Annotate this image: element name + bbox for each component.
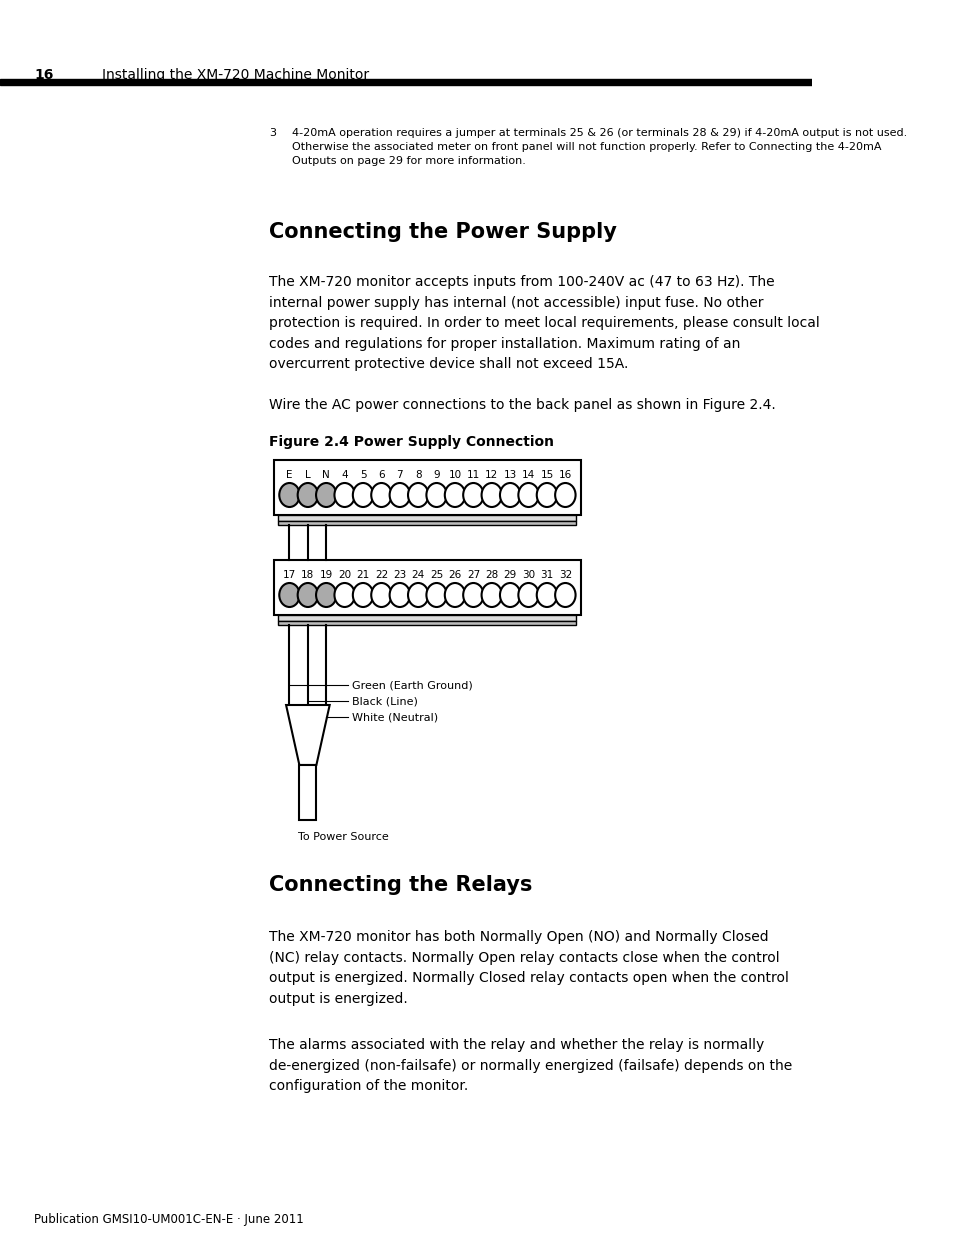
Text: 5: 5 — [359, 471, 366, 480]
Text: 4: 4 — [341, 471, 348, 480]
Text: Installing the XM-720 Machine Monitor: Installing the XM-720 Machine Monitor — [102, 68, 369, 82]
Text: The XM-720 monitor has both Normally Open (NO) and Normally Closed
(NC) relay co: The XM-720 monitor has both Normally Ope… — [269, 930, 788, 1005]
Circle shape — [353, 483, 373, 508]
Text: 11: 11 — [466, 471, 479, 480]
Circle shape — [463, 583, 483, 606]
Text: 14: 14 — [521, 471, 535, 480]
Text: Connecting the Relays: Connecting the Relays — [269, 876, 532, 895]
Circle shape — [555, 583, 575, 606]
Circle shape — [371, 483, 392, 508]
Text: 6: 6 — [377, 471, 384, 480]
Circle shape — [481, 583, 501, 606]
Text: The XM-720 monitor accepts inputs from 100-240V ac (47 to 63 Hz). The
internal p: The XM-720 monitor accepts inputs from 1… — [269, 275, 819, 372]
Circle shape — [444, 583, 465, 606]
Circle shape — [371, 583, 392, 606]
Bar — [274, 559, 580, 615]
Text: 13: 13 — [503, 471, 517, 480]
Text: 15: 15 — [539, 471, 553, 480]
Circle shape — [517, 583, 538, 606]
Bar — [278, 515, 576, 521]
Text: N: N — [322, 471, 330, 480]
Text: 17: 17 — [283, 571, 295, 580]
Circle shape — [537, 483, 557, 508]
Circle shape — [279, 583, 299, 606]
Text: 4-20mA operation requires a jumper at terminals 25 & 26 (or terminals 28 & 29) i: 4-20mA operation requires a jumper at te… — [292, 128, 906, 165]
Circle shape — [335, 583, 355, 606]
Text: 19: 19 — [319, 571, 333, 580]
Text: E: E — [286, 471, 293, 480]
Text: 27: 27 — [466, 571, 479, 580]
Circle shape — [353, 583, 373, 606]
Text: 26: 26 — [448, 571, 461, 580]
Text: To Power Source: To Power Source — [297, 832, 388, 842]
Text: 24: 24 — [411, 571, 424, 580]
Bar — [0, 79, 811, 85]
Text: 16: 16 — [34, 68, 53, 82]
Text: Figure 2.4 Power Supply Connection: Figure 2.4 Power Supply Connection — [269, 435, 554, 450]
Bar — [278, 621, 576, 625]
Text: 29: 29 — [503, 571, 517, 580]
Polygon shape — [286, 705, 330, 764]
Text: Green (Earth Ground): Green (Earth Ground) — [352, 680, 472, 690]
Text: The alarms associated with the relay and whether the relay is normally
de-energi: The alarms associated with the relay and… — [269, 1037, 792, 1093]
Text: 3: 3 — [269, 128, 275, 138]
Text: 20: 20 — [337, 571, 351, 580]
Text: 10: 10 — [448, 471, 461, 480]
Circle shape — [408, 483, 428, 508]
Text: 28: 28 — [485, 571, 497, 580]
Circle shape — [315, 483, 336, 508]
Text: L: L — [305, 471, 311, 480]
Text: 16: 16 — [558, 471, 572, 480]
Circle shape — [315, 583, 336, 606]
Circle shape — [537, 583, 557, 606]
Circle shape — [481, 483, 501, 508]
Circle shape — [389, 483, 410, 508]
Text: 8: 8 — [415, 471, 421, 480]
Circle shape — [555, 483, 575, 508]
Text: 18: 18 — [301, 571, 314, 580]
Circle shape — [426, 483, 446, 508]
Text: 23: 23 — [393, 571, 406, 580]
Circle shape — [517, 483, 538, 508]
Circle shape — [499, 483, 519, 508]
Circle shape — [297, 483, 317, 508]
Text: 9: 9 — [433, 471, 439, 480]
Text: 21: 21 — [356, 571, 370, 580]
Circle shape — [297, 583, 317, 606]
Circle shape — [463, 483, 483, 508]
Bar — [299, 764, 316, 820]
Text: Wire the AC power connections to the back panel as shown in Figure 2.4.: Wire the AC power connections to the bac… — [269, 398, 775, 412]
Circle shape — [444, 483, 465, 508]
Circle shape — [279, 483, 299, 508]
Circle shape — [335, 483, 355, 508]
Text: Black (Line): Black (Line) — [352, 697, 417, 706]
Bar — [278, 615, 576, 621]
Text: 12: 12 — [485, 471, 497, 480]
Text: 7: 7 — [396, 471, 403, 480]
Text: 31: 31 — [539, 571, 553, 580]
Text: 30: 30 — [521, 571, 535, 580]
Text: 25: 25 — [430, 571, 443, 580]
Text: Publication GMSI10-UM001C-EN-E · June 2011: Publication GMSI10-UM001C-EN-E · June 20… — [34, 1213, 303, 1226]
Text: 32: 32 — [558, 571, 572, 580]
Circle shape — [389, 583, 410, 606]
Text: Connecting the Power Supply: Connecting the Power Supply — [269, 222, 617, 242]
Text: White (Neutral): White (Neutral) — [352, 713, 437, 722]
Bar — [278, 521, 576, 525]
Circle shape — [499, 583, 519, 606]
Circle shape — [426, 583, 446, 606]
Bar — [274, 459, 580, 515]
Circle shape — [408, 583, 428, 606]
Text: 22: 22 — [375, 571, 388, 580]
